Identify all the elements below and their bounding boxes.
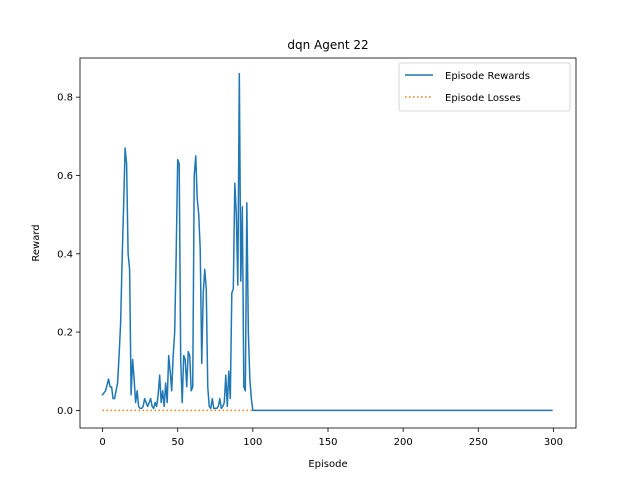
x-axis: 0 50 100 150 200 250 300 <box>99 428 563 448</box>
y-tick-label: 0.0 <box>57 406 73 417</box>
y-tick-label: 0.4 <box>57 249 73 260</box>
legend-label-rewards: Episode Rewards <box>445 71 530 82</box>
legend-label-losses: Episode Losses <box>445 93 521 104</box>
y-tick-label: 0.8 <box>57 93 73 104</box>
x-tick-label: 0 <box>99 437 105 448</box>
y-axis: 0.0 0.2 0.4 0.6 0.8 <box>57 93 80 417</box>
x-tick-label: 200 <box>394 437 413 448</box>
legend: Episode Rewards Episode Losses <box>398 62 571 112</box>
x-tick-label: 250 <box>469 437 488 448</box>
legend-box <box>398 62 571 112</box>
x-axis-label: Episode <box>308 459 347 470</box>
x-tick-label: 300 <box>544 437 563 448</box>
series-line-episode-rewards <box>101 72 553 412</box>
y-tick-label: 0.6 <box>57 171 73 182</box>
chart-title: dqn Agent 22 <box>287 38 368 52</box>
y-tick-label: 0.2 <box>57 328 73 339</box>
x-tick-label: 50 <box>171 437 184 448</box>
x-tick-label: 150 <box>318 437 337 448</box>
y-axis-label: Reward <box>31 224 42 261</box>
x-tick-label: 100 <box>243 437 262 448</box>
series-layer <box>101 72 553 412</box>
